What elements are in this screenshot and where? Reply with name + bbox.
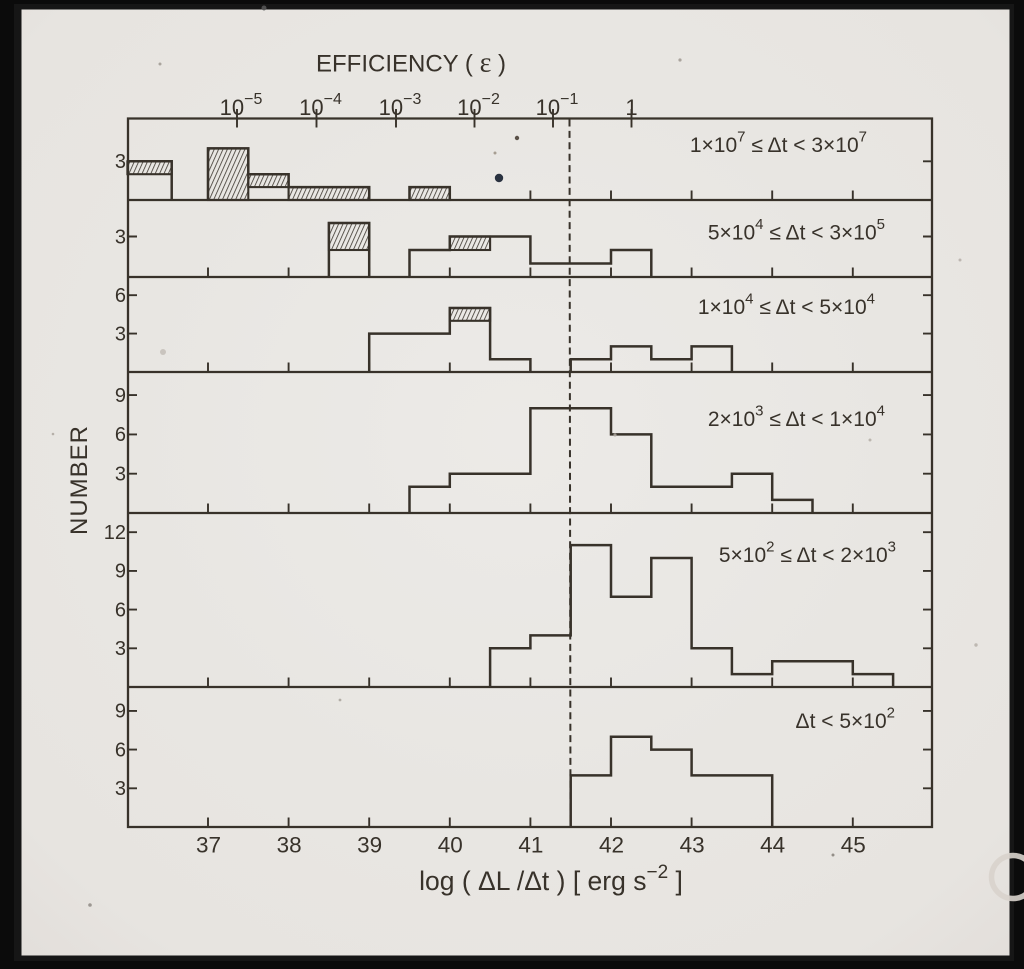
svg-text:3: 3 (115, 226, 126, 248)
svg-text:5×104​ ≤ Δt < 3×105​: 5×104​ ≤ Δt < 3×105​ (708, 216, 885, 245)
svg-text:3: 3 (115, 638, 126, 660)
svg-text:3: 3 (115, 151, 126, 173)
svg-text:log ( ΔL /Δt ) [ erg s−2 ]: log ( ΔL /Δt ) [ erg s−2 ] (419, 862, 683, 896)
svg-text:12: 12 (104, 522, 126, 544)
svg-text:9: 9 (115, 701, 126, 723)
svg-text:10−1: 10−1 (536, 91, 579, 120)
svg-text:2×103​ ≤ Δt < 1×104​: 2×103​ ≤ Δt < 1×104​ (708, 403, 885, 432)
svg-text:3: 3 (115, 778, 126, 800)
svg-text:6: 6 (115, 599, 126, 621)
svg-text:6: 6 (115, 285, 126, 307)
svg-text:10−4: 10−4 (299, 91, 342, 120)
svg-text:NUMBER: NUMBER (66, 425, 93, 535)
svg-text:5×102​ ≤ Δt < 2×103​: 5×102​ ≤ Δt < 2×103​ (719, 539, 896, 568)
svg-text:Δt < 5×102​: Δt < 5×102​ (796, 705, 895, 734)
svg-text:1×107​ ≤ Δt < 3×107​: 1×107​ ≤ Δt < 3×107​ (690, 129, 867, 158)
svg-text:37: 37 (196, 833, 221, 858)
svg-text:45: 45 (841, 833, 866, 858)
svg-text:44: 44 (760, 833, 785, 858)
svg-text:EFFICIENCY ( ε ): EFFICIENCY ( ε ) (316, 48, 506, 79)
svg-text:6: 6 (115, 424, 126, 446)
svg-text:40: 40 (438, 833, 463, 858)
svg-text:3: 3 (115, 323, 126, 345)
svg-text:6: 6 (115, 739, 126, 761)
svg-text:43: 43 (680, 833, 705, 858)
svg-text:39: 39 (357, 833, 382, 858)
svg-text:1×104​ ≤ Δt < 5×104​: 1×104​ ≤ Δt < 5×104​ (698, 291, 875, 320)
svg-text:10−5: 10−5 (220, 91, 263, 120)
svg-text:42: 42 (599, 833, 624, 858)
svg-text:9: 9 (115, 385, 126, 407)
svg-text:1: 1 (625, 95, 637, 120)
svg-text:10−3: 10−3 (379, 91, 422, 120)
svg-text:9: 9 (115, 561, 126, 583)
svg-text:3: 3 (115, 464, 126, 486)
svg-text:38: 38 (277, 833, 302, 858)
svg-text:41: 41 (518, 833, 543, 858)
